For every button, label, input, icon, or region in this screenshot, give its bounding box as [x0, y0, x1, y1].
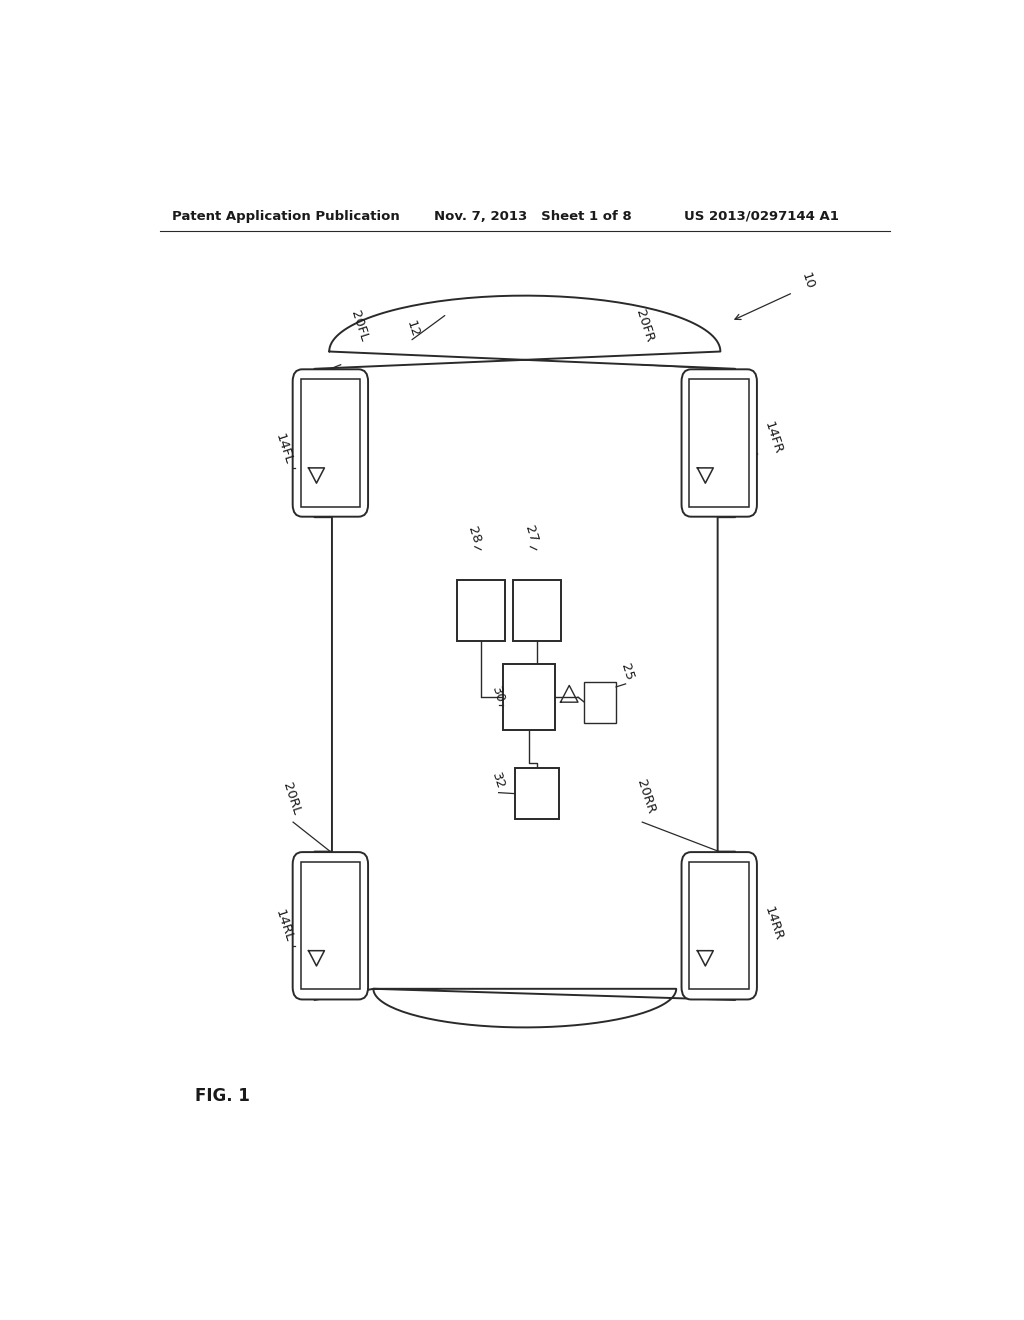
- Text: Patent Application Publication: Patent Application Publication: [172, 210, 399, 223]
- Text: 20FL: 20FL: [348, 309, 371, 343]
- Text: 20RL: 20RL: [281, 781, 303, 817]
- Bar: [458, 581, 505, 642]
- Text: US 2013/0297144 A1: US 2013/0297144 A1: [684, 210, 839, 223]
- Bar: [301, 862, 360, 989]
- Text: 14RL: 14RL: [272, 908, 295, 944]
- Text: 28: 28: [465, 524, 483, 545]
- Text: FIG. 1: FIG. 1: [196, 1086, 250, 1105]
- Bar: [585, 682, 616, 722]
- FancyBboxPatch shape: [293, 853, 368, 999]
- Text: Nov. 7, 2013   Sheet 1 of 8: Nov. 7, 2013 Sheet 1 of 8: [433, 210, 631, 223]
- Text: 20RR: 20RR: [634, 777, 657, 814]
- Text: 20FR: 20FR: [634, 308, 656, 343]
- FancyBboxPatch shape: [293, 370, 368, 516]
- Bar: [689, 862, 749, 989]
- FancyBboxPatch shape: [682, 853, 757, 999]
- Text: 32: 32: [489, 771, 507, 792]
- Text: 25: 25: [617, 661, 635, 682]
- Text: 14FR: 14FR: [761, 420, 784, 457]
- FancyBboxPatch shape: [682, 370, 757, 516]
- Bar: [301, 379, 360, 507]
- Text: 30: 30: [489, 685, 507, 705]
- Bar: [513, 581, 560, 642]
- Text: 14FL: 14FL: [272, 432, 295, 466]
- Text: 10: 10: [799, 271, 816, 290]
- Bar: [515, 768, 558, 818]
- Text: 12: 12: [404, 319, 422, 339]
- Text: 27: 27: [522, 524, 540, 545]
- Bar: [503, 664, 555, 730]
- Bar: [689, 379, 749, 507]
- Text: 14RR: 14RR: [761, 904, 784, 942]
